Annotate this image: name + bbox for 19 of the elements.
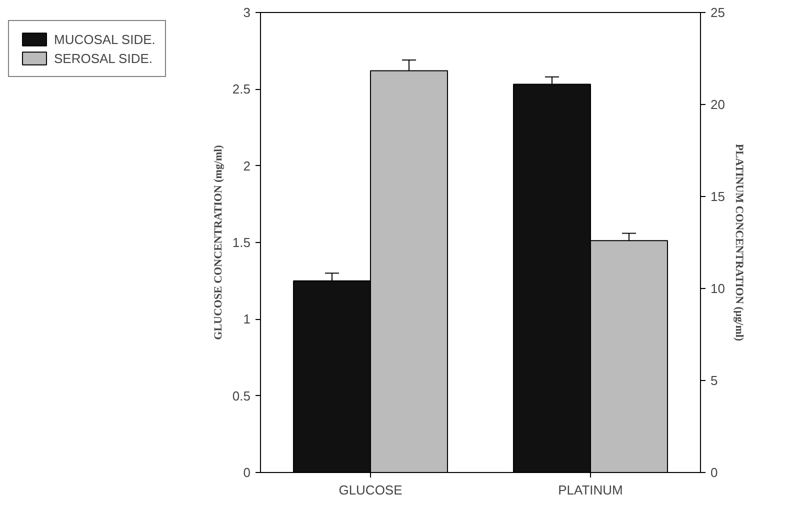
- y-tick-label: 1: [243, 312, 251, 327]
- y-axis-title: GLUCOSE CONCENTRATION (mg/ml): [212, 144, 224, 340]
- y-tick-label: 3: [243, 5, 251, 20]
- y2-tick-label: 20: [710, 97, 725, 112]
- y2-axis-title: PLATINUM CONCENTRATION (µg/ml): [732, 144, 745, 342]
- legend-label: SEROSAL SIDE.: [54, 50, 152, 66]
- y2-tick-label: 0: [710, 465, 718, 480]
- y-tick-label: 2.5: [232, 82, 251, 97]
- legend-label: MUCOSAL SIDE.: [54, 32, 156, 46]
- y-tick-label: 1.5: [232, 235, 251, 250]
- y-tick-label: 0.5: [232, 388, 251, 404]
- x-tick-label: PLATINUM: [558, 482, 623, 498]
- x-tick-label: GLUCOSE: [338, 482, 403, 498]
- y2-tick-label: 10: [710, 281, 725, 296]
- y-tick-label: 2: [243, 158, 251, 174]
- y2-tick-label: 15: [710, 189, 725, 204]
- y2-tick-label: 25: [710, 5, 725, 20]
- y-tick-label: 0: [243, 465, 251, 480]
- y2-tick-label: 5: [710, 373, 718, 388]
